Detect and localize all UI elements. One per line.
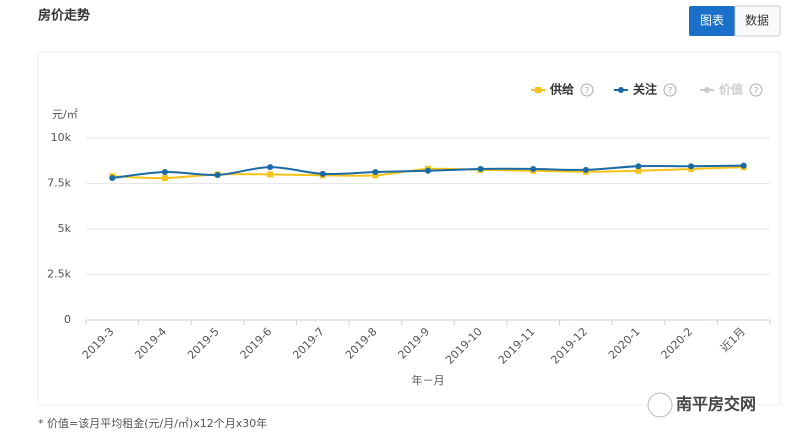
point (372, 169, 379, 176)
point (688, 163, 695, 170)
point (425, 167, 431, 174)
help-icon-mark: ? (754, 87, 759, 97)
help-icon (663, 83, 677, 97)
point (635, 163, 642, 170)
help-icon (580, 83, 594, 97)
legend-label: 供给 (549, 82, 574, 97)
point (319, 170, 326, 177)
chart-tab-button[interactable] (689, 6, 735, 36)
point (161, 169, 168, 176)
help-icon-mark: ? (585, 87, 590, 97)
point (582, 166, 589, 173)
y-tick-label: 10k (51, 131, 72, 144)
legend-marker (704, 87, 710, 93)
legend-label: 关注 (633, 82, 657, 97)
point (214, 171, 221, 178)
point (372, 172, 379, 179)
help-icon (749, 83, 763, 97)
point (477, 165, 484, 172)
point (267, 171, 274, 178)
footnote: * 价值=该月平均租金(元/月/㎡)x12个月x30年 (38, 416, 267, 430)
y-tick-label: 5k (58, 222, 72, 235)
watermark: 南平房交网 (676, 395, 756, 414)
data-tab-label[interactable]: 数据 (745, 13, 769, 28)
chart-tab-label[interactable]: 图表 (700, 14, 724, 28)
data-tab-button[interactable] (734, 5, 781, 37)
legend-label: 价值 (719, 82, 743, 97)
help-icon-mark: ? (668, 87, 673, 97)
point (530, 165, 537, 172)
watermark-icon (647, 392, 673, 418)
x-axis-label: 年－月 (412, 373, 445, 387)
y-tick-label: 2.5k (47, 268, 71, 281)
point (635, 167, 642, 174)
point (161, 175, 168, 182)
legend-marker (535, 87, 541, 93)
page-title: 房价走势 (38, 8, 90, 24)
y-tick-label: 0 (64, 313, 71, 326)
point (267, 164, 274, 171)
point (740, 162, 747, 169)
legend-marker (618, 87, 624, 93)
y-unit: 元/㎡ (52, 108, 78, 121)
point (109, 175, 116, 182)
y-tick-label: 7.5k (47, 177, 71, 190)
